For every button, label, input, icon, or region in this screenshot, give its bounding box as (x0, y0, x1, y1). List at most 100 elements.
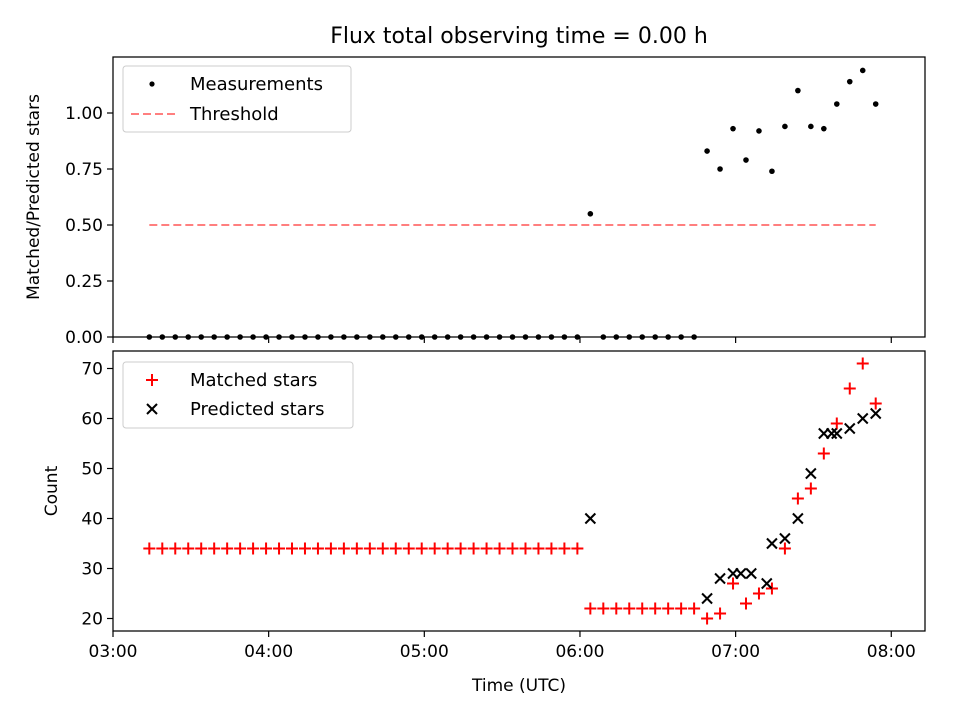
predicted-stars-point (805, 467, 817, 480)
measurement-point (263, 334, 269, 340)
matched-stars-point (739, 597, 752, 610)
measurement-point (626, 334, 633, 340)
measurement-point (613, 334, 620, 340)
matched-stars-point (856, 357, 869, 370)
measurement-point (756, 128, 762, 134)
measurement-point (250, 334, 256, 340)
top-ytick-label: 0.50 (65, 216, 103, 236)
matched-stars-point (441, 542, 454, 555)
measurement-point (587, 211, 594, 217)
measurement-point (159, 334, 166, 340)
matched-stars-point (389, 542, 402, 555)
predicted-stars-point (844, 422, 856, 435)
matched-stars-point (415, 542, 428, 555)
matched-stars-point (727, 577, 740, 590)
matched-stars-point (182, 542, 195, 555)
legend-measurements-label: Measurements (190, 74, 323, 95)
matched-stars-point (480, 542, 493, 555)
matched-stars-point (869, 397, 882, 410)
matched-stars-point (350, 542, 363, 555)
xtick-label: 06:00 (555, 642, 604, 662)
matched-stars-point (337, 542, 350, 555)
top-x-ticks (112, 337, 892, 343)
top-chart-title: Flux total observing time = 0.00 h (330, 24, 708, 49)
measurement-point (846, 78, 853, 85)
measurement-point (872, 101, 879, 107)
measurement-point (678, 334, 684, 340)
bottom-ytick-label: 70 (81, 360, 103, 380)
measurement-point (405, 334, 412, 340)
matched-stars-point (623, 602, 636, 615)
measurement-point (639, 334, 646, 340)
measurement-point (289, 334, 295, 340)
top-ytick-label: 0.25 (65, 272, 103, 292)
measurement-point (354, 334, 360, 340)
matched-stars-point (169, 542, 182, 555)
measurement-point (237, 334, 243, 340)
matched-stars-point (311, 542, 324, 555)
measurement-point (380, 334, 386, 340)
bottom-legend-box (122, 361, 354, 429)
predicted-stars-point (857, 412, 869, 425)
bottom-panel: 20 30 40 50 60 70 03:00 04:00 05:00 06:00 07:00 08… (42, 350, 926, 696)
bottom-ytick-label: 60 (81, 410, 103, 430)
measurement-point (704, 148, 710, 154)
measurement-point (600, 334, 607, 340)
bottom-y-ticks: 20 30 40 50 60 70 (81, 360, 113, 630)
bottom-y-axis-label: Count (42, 465, 62, 516)
matched-stars-point (817, 447, 830, 460)
measurement-point (522, 334, 529, 340)
matched-stars-point (636, 602, 649, 615)
measurement-point (717, 166, 723, 172)
matched-stars-point (143, 542, 156, 555)
top-ytick-label: 0.75 (65, 160, 103, 180)
xtick-label: 05:00 (400, 642, 449, 662)
top-legend: Measurements Threshold (122, 65, 352, 133)
matched-stars-point (791, 492, 804, 505)
matched-stars-point (493, 542, 506, 555)
measurement-point (652, 334, 658, 340)
top-marks (146, 67, 879, 340)
matched-stars-point (714, 607, 727, 620)
measurement-point (198, 334, 205, 340)
matched-stars-point (260, 542, 273, 555)
matched-stars-point (519, 542, 532, 555)
measurement-point (665, 334, 671, 340)
matched-stars-point (752, 587, 765, 600)
measurement-point (548, 334, 555, 340)
measurement-point (730, 125, 736, 132)
measurement-point (224, 334, 230, 340)
xtick-label: 08:00 (867, 642, 916, 662)
measurement-point (457, 334, 464, 340)
matched-stars-point (649, 602, 662, 615)
top-legend-box (122, 65, 352, 133)
measurement-point (821, 125, 827, 132)
measurement-point (367, 334, 373, 340)
bottom-ytick-label: 30 (81, 560, 103, 580)
matched-stars-point (454, 542, 467, 555)
matched-stars-point (662, 602, 675, 615)
measurement-point (431, 334, 438, 340)
matched-stars-point (156, 542, 169, 555)
matched-stars-point (558, 542, 571, 555)
matched-stars-point (597, 602, 610, 615)
top-ytick-label: 0.00 (65, 328, 103, 348)
matched-stars-point (363, 542, 376, 555)
measurement-point (833, 101, 840, 107)
matched-stars-point (247, 542, 260, 555)
measurement-point (509, 334, 516, 340)
bottom-marks (143, 357, 882, 625)
predicted-stars-point (825, 427, 838, 440)
bottom-ytick-label: 20 (81, 610, 103, 630)
top-y-axis-label: Matched/Predicted stars (24, 94, 44, 300)
bottom-legend: Matched stars Predicted stars (122, 361, 354, 429)
predicted-stars-point (831, 427, 843, 440)
measurement-point (146, 334, 153, 340)
legend-threshold-label: Threshold (189, 104, 279, 125)
predicted-stars-point (745, 567, 757, 580)
predicted-stars-point (766, 537, 778, 550)
top-ytick-label: 1.00 (65, 104, 103, 124)
predicted-stars-point (584, 512, 597, 525)
measurement-point (470, 334, 477, 340)
measurement-point (211, 334, 217, 340)
